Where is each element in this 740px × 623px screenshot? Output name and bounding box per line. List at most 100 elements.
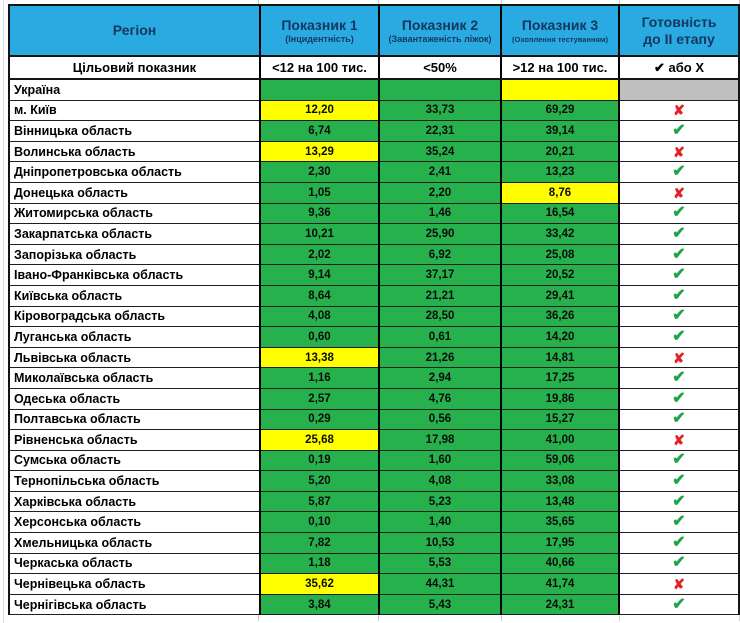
header-indicator-2: Показник 2 (Завантаженість ліжок): [378, 4, 502, 57]
table-row: Вінницька область 6,74 22,31 39,14 ✔: [8, 120, 740, 142]
readiness-check-icon: ✔: [618, 264, 740, 286]
table-row: Миколаївська область 1,16 2,94 17,25 ✔: [8, 367, 740, 389]
table-row: Запорізька область 2,02 6,92 25,08 ✔: [8, 243, 740, 266]
indicator-1-cell: 25,68: [259, 429, 380, 451]
region-cell: Миколаївська область: [8, 367, 261, 389]
table-row: Київська область 8,64 21,21 29,41 ✔: [8, 284, 740, 307]
spreadsheet-bottom-edge: [8, 615, 740, 622]
readiness-check-icon: ✔: [618, 490, 740, 513]
header-indicator-1: Показник 1 (Інцидентність): [259, 4, 380, 57]
table-row: м. Київ 12,20 33,73 69,29 ✘: [8, 99, 740, 122]
indicator-2-cell: 22,31: [378, 120, 502, 142]
indicator-1-cell: 5,20: [259, 470, 380, 492]
region-cell: Луганська область: [8, 326, 261, 348]
readiness-check-icon: ✔: [618, 387, 740, 410]
indicator-1-cell: 0,10: [259, 511, 380, 534]
readiness-check-icon: ✔: [618, 305, 740, 328]
region-cell: Волинська область: [8, 140, 261, 163]
table-row: Чернівецька область 35,62 44,31 41,74 ✘: [8, 573, 740, 595]
target-row: Цільовий показник <12 на 100 тис. <50% >…: [8, 55, 740, 80]
region-cell: Чернігівська область: [8, 593, 261, 616]
readiness-cross-icon: ✘: [618, 181, 740, 204]
indicator-3-cell: 40,66: [500, 552, 620, 575]
region-cell: Україна: [8, 78, 261, 101]
indicator-3-cell: 17,25: [500, 367, 620, 389]
readiness-cross-icon: ✘: [618, 99, 740, 122]
indicator-3-cell: 20,52: [500, 264, 620, 286]
indicator-1-cell: 9,14: [259, 264, 380, 286]
table-row: Чернігівська область 3,84 5,43 24,31 ✔: [8, 593, 740, 616]
indicator-2-cell: 1,60: [378, 449, 502, 472]
indicator-2-cell: 21,21: [378, 284, 502, 307]
indicator-2-cell: 2,41: [378, 161, 502, 183]
indicator-2-cell: 21,26: [378, 346, 502, 369]
region-cell: Житомирська область: [8, 202, 261, 225]
indicator-1-cell: 0,19: [259, 449, 380, 472]
readiness-check-icon: ✔: [618, 511, 740, 534]
table-row: Дніпропетровська область 2,30 2,41 13,23 ✔: [8, 161, 740, 183]
indicator-2-cell: 35,24: [378, 140, 502, 163]
indicator-3-cell: 25,08: [500, 243, 620, 266]
table-row: Житомирська область 9,36 1,46 16,54 ✔: [8, 202, 740, 225]
indicator-1-cell: 1,05: [259, 181, 380, 204]
table-row: Луганська область 0,60 0,61 14,20 ✔: [8, 326, 740, 348]
indicator-3-cell: 16,54: [500, 202, 620, 225]
indicator-1-cell: 2,57: [259, 387, 380, 410]
region-cell: Київська область: [8, 284, 261, 307]
indicator-1-cell: 2,02: [259, 243, 380, 266]
indicator-1-cell: 35,62: [259, 573, 380, 595]
target-value-2: <50%: [378, 55, 502, 80]
table-body: Цільовий показник <12 на 100 тис. <50% >…: [8, 55, 740, 616]
indicator-2-cell: 28,50: [378, 305, 502, 328]
indicator-1-cell: 4,08: [259, 305, 380, 328]
table-row: Рівненська область 25,68 17,98 41,00 ✘: [8, 429, 740, 451]
table-row: Тернопільська область 5,20 4,08 33,08 ✔: [8, 470, 740, 492]
spreadsheet-gridline: [3, 0, 4, 623]
readiness-check-icon: ✔: [618, 223, 740, 245]
indicator-3-cell: 33,08: [500, 470, 620, 492]
indicator-2-cell: 33,73: [378, 99, 502, 122]
indicator-2-cell: 25,90: [378, 223, 502, 245]
readiness-cross-icon: ✘: [618, 140, 740, 163]
region-cell: Дніпропетровська область: [8, 161, 261, 183]
indicator-3-cell: 35,65: [500, 511, 620, 534]
indicator-3-cell: 39,14: [500, 120, 620, 142]
readiness-cross-icon: ✘: [618, 429, 740, 451]
region-cell: Тернопільська область: [8, 470, 261, 492]
indicator-3-cell: [500, 78, 620, 101]
indicators-table: Регіон Показник 1 (Інцидентність) Показн…: [8, 4, 740, 616]
region-cell: Вінницька область: [8, 120, 261, 142]
readiness-check-icon: ✔: [618, 593, 740, 616]
region-cell: м. Київ: [8, 99, 261, 122]
readiness-check-icon: ✔: [618, 120, 740, 142]
indicator-1-cell: 1,18: [259, 552, 380, 575]
table-row: Львівська область 13,38 21,26 14,81 ✘: [8, 346, 740, 369]
table-row: Харківська область 5,87 5,23 13,48 ✔: [8, 490, 740, 513]
region-cell: Закарпатська область: [8, 223, 261, 245]
table-row: Черкаська область 1,18 5,53 40,66 ✔: [8, 552, 740, 575]
indicator-1-cell: 0,60: [259, 326, 380, 348]
table-row: Закарпатська область 10,21 25,90 33,42 ✔: [8, 223, 740, 245]
header-row: Регіон Показник 1 (Інцидентність) Показн…: [8, 4, 740, 57]
indicator-2-cell: 44,31: [378, 573, 502, 595]
spreadsheet-top-edge: [8, 0, 740, 4]
indicator-2-cell: 5,53: [378, 552, 502, 575]
indicator-3-cell: 15,27: [500, 408, 620, 431]
indicator-2-cell: 5,43: [378, 593, 502, 616]
target-value-1: <12 на 100 тис.: [259, 55, 380, 80]
indicator-1-cell: 10,21: [259, 223, 380, 245]
readiness-cross-icon: ✘: [618, 573, 740, 595]
region-cell: Черкаська область: [8, 552, 261, 575]
indicator-3-cell: 13,23: [500, 161, 620, 183]
indicator-2-cell: 1,40: [378, 511, 502, 534]
indicator-1-cell: 5,87: [259, 490, 380, 513]
region-cell: Харківська область: [8, 490, 261, 513]
table-row: Волинська область 13,29 35,24 20,21 ✘: [8, 140, 740, 163]
indicator-1-cell: 13,29: [259, 140, 380, 163]
indicator-3-cell: 59,06: [500, 449, 620, 472]
indicator-2-cell: 0,56: [378, 408, 502, 431]
readiness-empty-cell: [618, 78, 740, 101]
readiness-check-icon: ✔: [618, 243, 740, 266]
indicator-1-cell: 3,84: [259, 593, 380, 616]
region-cell: Донецька область: [8, 181, 261, 204]
